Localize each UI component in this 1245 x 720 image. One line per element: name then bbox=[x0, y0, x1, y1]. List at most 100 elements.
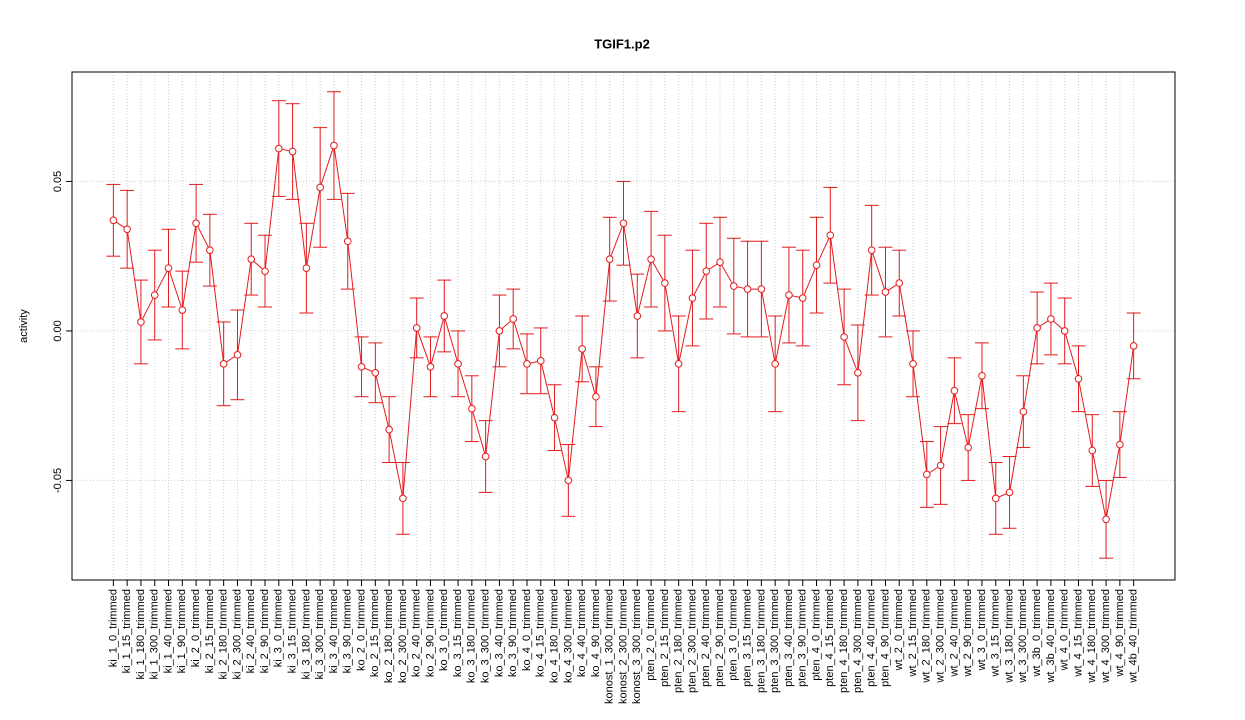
x-tick-label: wt_4_180_trimmed bbox=[1086, 589, 1098, 684]
x-tick-label: ko_4_180_trimmed bbox=[548, 589, 560, 683]
point bbox=[343, 237, 352, 246]
x-tick-label: ki_1_40_trimmed bbox=[162, 589, 174, 673]
plot-frame bbox=[71, 71, 1176, 581]
x-tick-label: ki_3_90_trimmed bbox=[342, 589, 354, 673]
point bbox=[730, 282, 738, 290]
point bbox=[275, 144, 283, 153]
x-tick-label: wt_3_0_trimmed bbox=[976, 589, 988, 671]
point bbox=[716, 258, 724, 266]
chart-title: TGIF1.p2 bbox=[594, 36, 650, 51]
point bbox=[137, 318, 145, 326]
x-tick-label: pten_3_300_trimmed bbox=[769, 589, 781, 693]
x-tick-label: ko_3_180_trimmed bbox=[466, 589, 478, 683]
point bbox=[1019, 407, 1028, 416]
point bbox=[536, 357, 545, 365]
point bbox=[495, 327, 504, 335]
x-tick-label: wt_3b_40_trimmed bbox=[1045, 589, 1057, 684]
x-tick-label: konost_3_300_trimmed bbox=[631, 589, 643, 704]
point bbox=[991, 494, 1000, 503]
x-tick-label: pten_2_15_trimmed bbox=[659, 589, 671, 687]
x-tick-label: ki_3_0_trimmed bbox=[273, 589, 285, 667]
x-tick-label: konost_1_300_trimmed bbox=[604, 589, 616, 704]
point bbox=[633, 312, 642, 320]
x-tick-label: ko_4_300_trimmed bbox=[562, 589, 574, 683]
point bbox=[454, 360, 462, 368]
x-tick-label: ko_3_40_trimmed bbox=[493, 589, 505, 677]
x-tick-label: pten_2_300_trimmed bbox=[686, 589, 698, 693]
point bbox=[385, 425, 393, 434]
point bbox=[785, 291, 793, 299]
x-tick-label: ko_3_90_trimmed bbox=[507, 589, 519, 677]
x-tick-label: wt_2_180_trimmed bbox=[921, 589, 933, 684]
point bbox=[192, 219, 200, 228]
point bbox=[1116, 440, 1124, 449]
x-tick-label: wt_3_180_trimmed bbox=[1003, 589, 1015, 684]
point bbox=[123, 225, 131, 234]
point bbox=[771, 360, 779, 368]
x-tick-label: ko_2_180_trimmed bbox=[383, 589, 395, 683]
point bbox=[619, 219, 628, 228]
point bbox=[412, 324, 421, 332]
y-tick-label: 0.00 bbox=[52, 320, 64, 341]
point bbox=[592, 392, 600, 401]
point bbox=[426, 363, 435, 371]
x-tick-label: ki_3_180_trimmed bbox=[300, 589, 312, 680]
x-tick-label: ko_2_90_trimmed bbox=[424, 589, 436, 677]
point bbox=[164, 264, 173, 272]
point bbox=[674, 360, 683, 368]
point bbox=[1102, 515, 1110, 524]
x-tick-label: wt_4_90_trimmed bbox=[1114, 589, 1126, 677]
point bbox=[481, 452, 490, 461]
x-tick-label: ko_4_90_trimmed bbox=[590, 589, 602, 677]
point bbox=[550, 413, 559, 422]
point bbox=[688, 294, 697, 302]
x-tick-label: pten_4_0_trimmed bbox=[810, 589, 822, 681]
x-tick-label: wt_4_0_trimmed bbox=[1059, 589, 1071, 671]
point bbox=[399, 494, 407, 503]
x-tick-label: ki_1_300_trimmed bbox=[149, 589, 161, 680]
y-tick-label: 0.05 bbox=[52, 171, 64, 192]
point bbox=[509, 315, 518, 323]
point bbox=[757, 285, 766, 293]
point bbox=[523, 360, 531, 368]
point bbox=[578, 345, 586, 353]
x-tick-label: ko_4_15_trimmed bbox=[535, 589, 547, 677]
point bbox=[288, 147, 297, 156]
x-tick-label: ki_2_180_trimmed bbox=[218, 589, 230, 680]
point bbox=[1047, 315, 1055, 323]
point bbox=[923, 470, 931, 479]
point bbox=[978, 371, 986, 380]
point bbox=[1129, 342, 1138, 350]
x-tick-label: wt_2_40_trimmed bbox=[948, 589, 960, 677]
x-tick-label: wt_3_15_trimmed bbox=[990, 589, 1002, 677]
point bbox=[330, 141, 338, 150]
x-tick-label: ki_2_300_trimmed bbox=[231, 589, 243, 680]
x-tick-label: pten_2_40_trimmed bbox=[700, 589, 712, 687]
x-tick-label: ki_2_0_trimmed bbox=[190, 589, 202, 667]
x-tick-label: ki_3_300_trimmed bbox=[314, 589, 326, 680]
point bbox=[854, 368, 862, 377]
x-tick-label: ko_3_300_trimmed bbox=[480, 589, 492, 683]
x-tick-label: ki_2_15_trimmed bbox=[204, 589, 216, 673]
y-tick-label: -0.05 bbox=[52, 468, 64, 493]
x-tick-label: ko_2_0_trimmed bbox=[355, 589, 367, 671]
point bbox=[702, 267, 711, 275]
x-tick-label: ko_2_40_trimmed bbox=[411, 589, 423, 677]
x-tick-label: pten_2_0_trimmed bbox=[645, 589, 657, 681]
point bbox=[867, 246, 876, 255]
point bbox=[798, 294, 807, 302]
x-tick-label: pten_3_15_trimmed bbox=[741, 589, 753, 687]
y-axis-label: activity bbox=[18, 309, 30, 343]
x-tick-label: wt_2_15_trimmed bbox=[907, 589, 919, 677]
x-tick-label: pten_3_0_trimmed bbox=[728, 589, 740, 681]
point bbox=[881, 288, 890, 296]
x-tick-label: ko_4_40_trimmed bbox=[576, 589, 588, 677]
x-tick-label: pten_4_15_trimmed bbox=[824, 589, 836, 687]
point bbox=[950, 386, 959, 395]
x-tick-label: wt_4_15_trimmed bbox=[1072, 589, 1084, 677]
x-tick-label: wt_4b_40_trimmed bbox=[1128, 589, 1140, 684]
point bbox=[1074, 374, 1083, 383]
x-tick-label: pten_4_180_trimmed bbox=[838, 589, 850, 693]
x-tick-label: ko_2_300_trimmed bbox=[397, 589, 409, 683]
